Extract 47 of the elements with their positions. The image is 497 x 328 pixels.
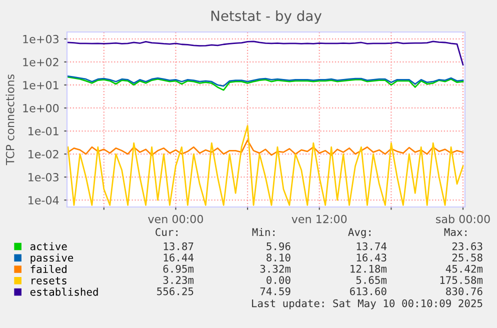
text: 5.65m bbox=[356, 276, 387, 284]
y-tick-label: 1e-03 bbox=[28, 173, 58, 182]
text: 556.25 bbox=[157, 287, 194, 296]
line-series bbox=[67, 40, 464, 66]
text: 16.43 bbox=[356, 254, 386, 262]
text: 3.32m bbox=[260, 264, 291, 273]
text: 8.10 bbox=[266, 254, 290, 262]
y-tick-label: 1e-02 bbox=[28, 150, 58, 158]
legend-label: resets bbox=[32, 276, 66, 284]
line-series bbox=[67, 139, 464, 156]
legend-label: active bbox=[30, 242, 67, 250]
y-axis-title: TCP connections bbox=[6, 74, 14, 166]
text: 13.74 bbox=[356, 242, 387, 250]
text: 13.87 bbox=[164, 242, 194, 250]
x-tick-label: ven 12:00 bbox=[292, 214, 347, 224]
text: 0.00 bbox=[266, 276, 290, 284]
y-tick-label: 1e-01 bbox=[28, 126, 58, 136]
text: 175.58m bbox=[440, 276, 483, 284]
text: 5.96 bbox=[266, 242, 290, 250]
text: 74.59 bbox=[260, 287, 290, 296]
text: 45.42m bbox=[446, 264, 483, 273]
text: 12.18m bbox=[350, 264, 387, 273]
text: 16.44 bbox=[164, 254, 194, 262]
text: 613.60 bbox=[350, 287, 386, 296]
text: 23.63 bbox=[452, 242, 482, 250]
text: 6.95m bbox=[163, 264, 194, 273]
y-tick-label: 1e-04 bbox=[28, 196, 59, 204]
text: 25.58 bbox=[452, 254, 482, 262]
line-series bbox=[67, 76, 464, 91]
x-tick-label: ven 00:00 bbox=[148, 214, 203, 224]
text: Max: bbox=[444, 228, 466, 236]
chart-title: Netstat - by day bbox=[211, 10, 322, 24]
text: 3.23m bbox=[163, 276, 194, 284]
text: Last update: Sat May 10 00:10:09 2025 bbox=[252, 299, 482, 310]
y-tick-label: 1e+00 bbox=[23, 104, 59, 112]
x-tick-label: sab 00:00 bbox=[436, 214, 490, 224]
text: Cur: bbox=[156, 228, 178, 236]
y-tick-label: 1e+02 bbox=[23, 58, 58, 66]
text: Min: bbox=[252, 228, 274, 236]
text: Avg: bbox=[348, 228, 370, 238]
line-series bbox=[67, 76, 464, 87]
y-tick-label: 1e+01 bbox=[23, 80, 58, 90]
legend-label: passive bbox=[30, 254, 74, 264]
legend-label: established bbox=[30, 288, 98, 296]
text: 830.76 bbox=[446, 287, 482, 296]
y-tick-label: 1e+03 bbox=[23, 34, 58, 44]
legend-label: failed bbox=[30, 264, 66, 274]
